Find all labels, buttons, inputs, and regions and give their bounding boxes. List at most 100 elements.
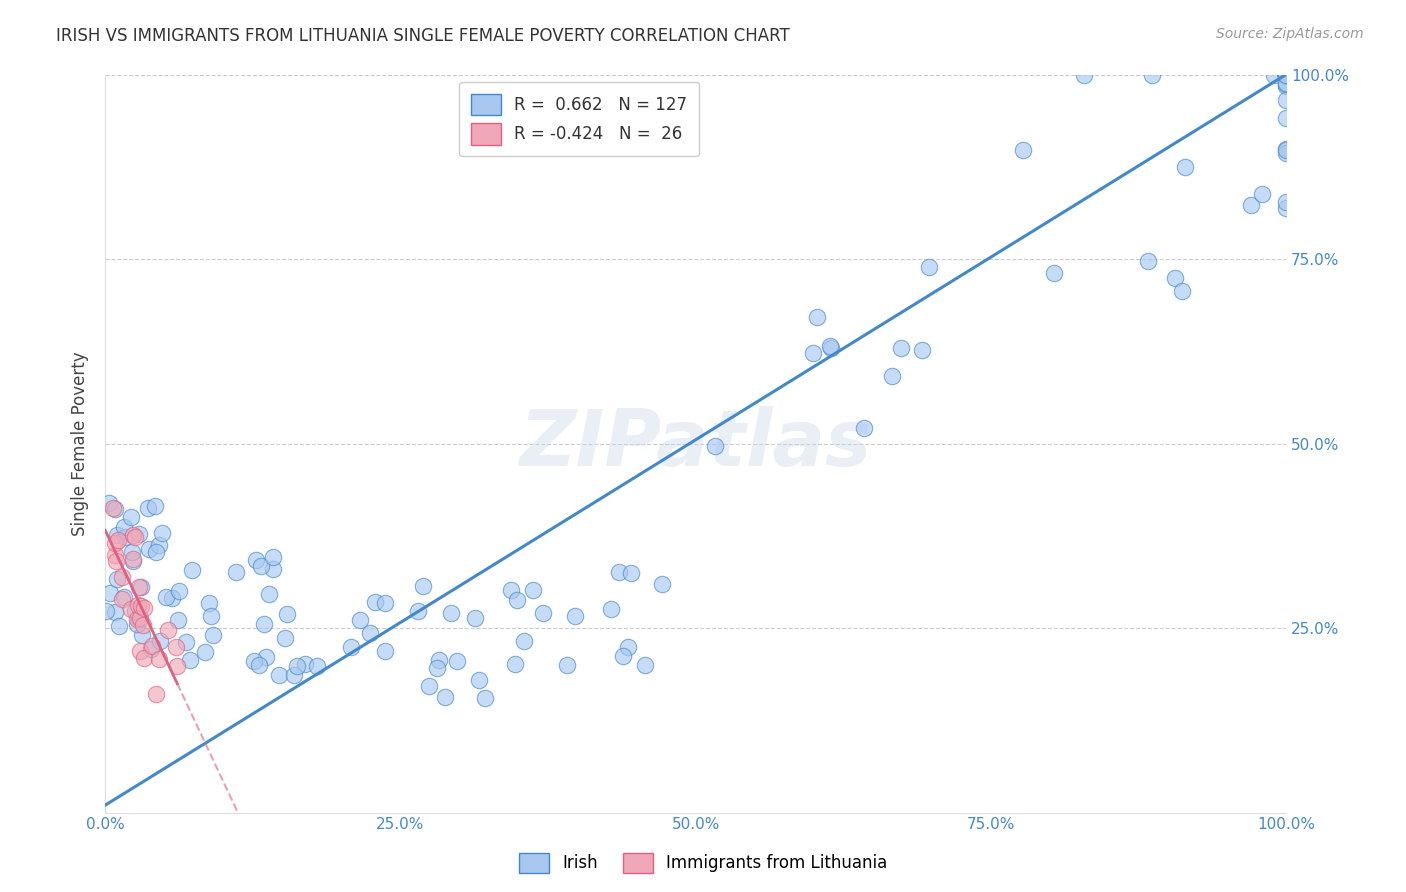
Point — [257, 587, 280, 601]
Point — [634, 657, 657, 672]
Point — [612, 649, 634, 664]
Point — [1275, 142, 1298, 156]
Point — [138, 500, 160, 515]
Point — [1042, 266, 1064, 280]
Point — [440, 606, 463, 620]
Point — [285, 659, 308, 673]
Point — [225, 565, 247, 579]
Point — [474, 690, 496, 705]
Point — [522, 582, 544, 597]
Point — [363, 595, 385, 609]
Point — [418, 679, 440, 693]
Point — [531, 606, 554, 620]
Point — [262, 549, 284, 564]
Text: ZIPatlas: ZIPatlas — [519, 406, 872, 482]
Y-axis label: Single Female Poverty: Single Female Poverty — [72, 351, 89, 536]
Point — [114, 530, 136, 544]
Point — [120, 602, 142, 616]
Point — [145, 545, 167, 559]
Point — [105, 572, 128, 586]
Point — [141, 639, 163, 653]
Point — [446, 654, 468, 668]
Point — [108, 619, 131, 633]
Point — [145, 687, 167, 701]
Point — [1263, 68, 1285, 82]
Point — [128, 526, 150, 541]
Point — [564, 608, 586, 623]
Point — [101, 500, 124, 515]
Point — [464, 611, 486, 625]
Point — [506, 593, 529, 607]
Point — [359, 626, 381, 640]
Point — [1140, 68, 1163, 82]
Point — [599, 602, 621, 616]
Point — [125, 612, 148, 626]
Point — [107, 533, 129, 548]
Point — [1275, 76, 1298, 90]
Point — [148, 634, 170, 648]
Point — [911, 343, 934, 358]
Point — [194, 645, 217, 659]
Point — [104, 536, 127, 550]
Point — [408, 604, 430, 618]
Point — [1275, 68, 1298, 82]
Point — [1275, 68, 1298, 82]
Point — [148, 539, 170, 553]
Point — [1275, 68, 1298, 82]
Point — [276, 607, 298, 622]
Point — [274, 632, 297, 646]
Point — [1170, 284, 1192, 298]
Point — [617, 640, 640, 654]
Point — [374, 644, 396, 658]
Point — [1275, 68, 1298, 82]
Point — [620, 566, 643, 580]
Point — [139, 641, 162, 656]
Point — [1012, 143, 1035, 157]
Point — [104, 605, 127, 619]
Point — [131, 628, 153, 642]
Point — [111, 570, 134, 584]
Point — [129, 611, 152, 625]
Point — [198, 596, 221, 610]
Point — [468, 673, 491, 688]
Point — [1275, 68, 1298, 82]
Point — [513, 633, 536, 648]
Point — [100, 586, 122, 600]
Point — [111, 591, 134, 606]
Point — [129, 580, 152, 594]
Point — [267, 668, 290, 682]
Point — [143, 499, 166, 513]
Point — [253, 616, 276, 631]
Point — [1275, 78, 1298, 93]
Text: IRISH VS IMMIGRANTS FROM LITHUANIA SINGLE FEMALE POVERTY CORRELATION CHART: IRISH VS IMMIGRANTS FROM LITHUANIA SINGL… — [56, 27, 790, 45]
Legend: R =  0.662   N = 127, R = -0.424   N =  26: R = 0.662 N = 127, R = -0.424 N = 26 — [460, 82, 699, 156]
Point — [129, 644, 152, 658]
Point — [247, 658, 270, 673]
Point — [1275, 77, 1298, 91]
Point — [818, 339, 841, 353]
Point — [128, 580, 150, 594]
Point — [503, 657, 526, 672]
Point — [1251, 187, 1274, 202]
Point — [426, 661, 449, 675]
Point — [97, 496, 120, 510]
Point — [1275, 145, 1298, 160]
Point — [155, 591, 177, 605]
Point — [307, 658, 329, 673]
Point — [180, 563, 202, 577]
Point — [1275, 68, 1298, 82]
Point — [105, 554, 128, 568]
Point — [349, 613, 371, 627]
Point — [127, 598, 149, 612]
Point — [114, 519, 136, 533]
Point — [150, 525, 173, 540]
Point — [607, 565, 630, 579]
Point — [501, 582, 523, 597]
Point — [129, 599, 152, 614]
Point — [104, 548, 127, 562]
Point — [427, 653, 450, 667]
Point — [166, 659, 188, 673]
Point — [124, 529, 146, 543]
Point — [433, 690, 456, 705]
Point — [1275, 93, 1298, 107]
